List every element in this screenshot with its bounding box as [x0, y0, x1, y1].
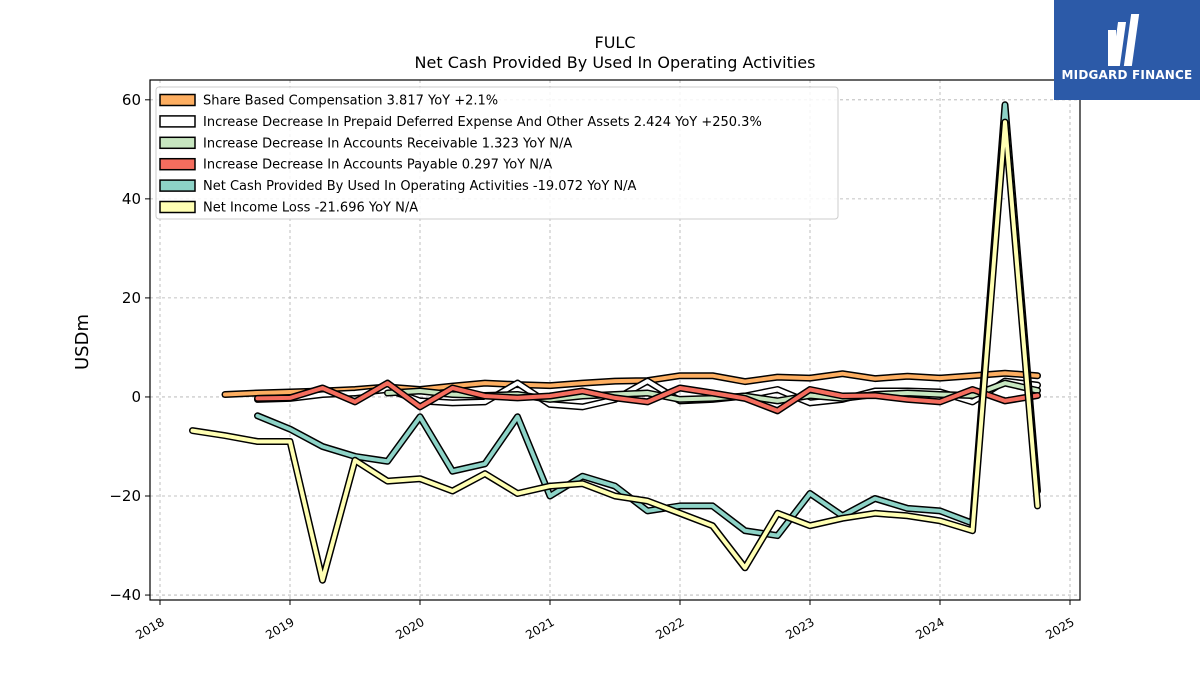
x-axis: 2018 2019 2020 2021 2022 2023 2024 2025: [133, 600, 1077, 642]
series-line-5: [254, 101, 1041, 540]
x-tick-label: 2024: [913, 615, 946, 642]
x-tick-label: 2018: [133, 615, 166, 642]
series-line-4: [254, 379, 1041, 415]
y-tick-label: −20: [109, 487, 141, 505]
chart-subtitle: Net Cash Provided By Used In Operating A…: [415, 53, 816, 72]
x-tick-label: 2025: [1043, 615, 1076, 642]
y-tick-label: 0: [131, 388, 141, 406]
legend-label: Increase Decrease In Prepaid Deferred Ex…: [203, 115, 762, 130]
legend-swatch: [159, 136, 196, 150]
y-tick-label: 60: [122, 91, 141, 109]
series-core: [190, 120, 1040, 583]
legend-box: [155, 86, 839, 220]
chart-title: FULC: [595, 33, 636, 52]
legend-label: Increase Decrease In Accounts Receivable…: [203, 136, 572, 151]
y-tick-label: −40: [109, 586, 141, 604]
logo-icon: [1108, 14, 1140, 66]
x-tick-label: 2021: [523, 615, 556, 642]
legend-swatch: [159, 115, 196, 128]
legend-label: Share Based Compensation 3.817 YoY +2.1%: [203, 94, 498, 109]
legend-label: Net Income Loss -21.696 YoY N/A: [203, 201, 418, 216]
legend-swatch: [159, 93, 196, 107]
legend-label: Net Cash Provided By Used In Operating A…: [203, 179, 637, 194]
x-tick-label: 2023: [783, 615, 816, 642]
logo-text: MIDGARD FINANCE: [1061, 68, 1193, 82]
series-core: [255, 102, 1040, 538]
legend: Share Based Compensation 3.817 YoY +2.1%…: [155, 86, 839, 220]
legend-swatch: [159, 157, 196, 171]
legend-label: Increase Decrease In Accounts Payable 0.…: [203, 158, 552, 173]
plot-frame: [149, 79, 1081, 601]
series-core: [255, 381, 1040, 413]
legend-swatch: [159, 179, 196, 192]
x-tick-label: 2022: [653, 615, 686, 642]
x-tick-label: 2019: [263, 615, 296, 642]
legend-swatch: [159, 200, 196, 214]
x-tick-label: 2020: [393, 615, 426, 642]
y-tick-label: 20: [122, 289, 141, 307]
company-logo: MIDGARD FINANCE: [1054, 0, 1200, 100]
series-line-6: [189, 118, 1041, 584]
y-axis-label: USDm: [72, 314, 93, 370]
y-tick-label: 40: [122, 190, 141, 208]
y-axis: 60 40 20 0 −20 −40: [109, 91, 150, 604]
series-lines: [189, 101, 1041, 584]
